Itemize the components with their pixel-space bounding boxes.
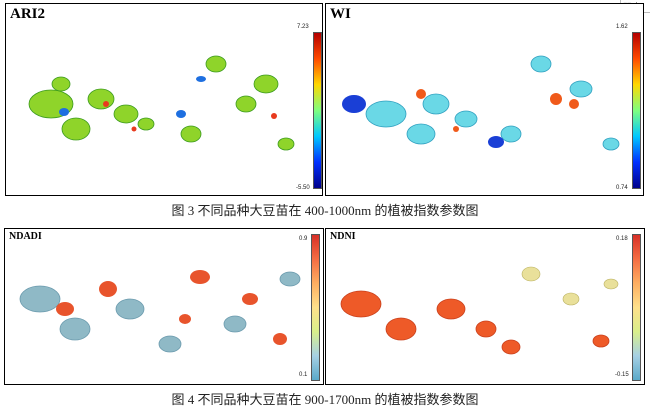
- colorbar: [313, 32, 322, 189]
- colorbar: [311, 234, 320, 381]
- colorbar-min: 0.74: [616, 185, 628, 191]
- colorbar-max: 7.23: [297, 24, 309, 30]
- panel-title: WI: [330, 6, 351, 22]
- panel-ndni: NDNI 0.18 -0.15: [325, 228, 645, 385]
- colorbar-max: 0.9: [299, 236, 308, 242]
- panel-title: ARI2: [10, 6, 46, 22]
- panel-wi: WI 1.62 0.74: [325, 3, 644, 196]
- panel-ndadi: NDADI 0.9 0.1: [4, 228, 324, 385]
- colorbar-max: 1.62: [616, 24, 628, 30]
- colorbar: [632, 234, 641, 381]
- figure-3-caption: 图 3 不同品种大豆苗在 400-1000nm 的植被指数参数图: [171, 203, 479, 218]
- ndadi-plant-map: [19, 270, 301, 353]
- figure-4-caption: 图 4 不同品种大豆苗在 900-1700nm 的植被指数参数图: [171, 392, 479, 407]
- colorbar-min: 0.1: [299, 372, 308, 378]
- colorbar-min: -5.50: [296, 185, 310, 191]
- colorbar-max: 0.18: [616, 236, 628, 242]
- wi-plant-map: [342, 55, 620, 151]
- panel-title: NDADI: [9, 231, 42, 242]
- ari2-plant-map: [28, 55, 295, 151]
- panel-ari2: ARI2 7.23 -5.50: [5, 3, 323, 196]
- colorbar-min: -0.15: [615, 372, 629, 378]
- ndni-plant-map: [340, 266, 619, 355]
- panel-title: NDNI: [330, 231, 356, 242]
- colorbar: [632, 32, 641, 189]
